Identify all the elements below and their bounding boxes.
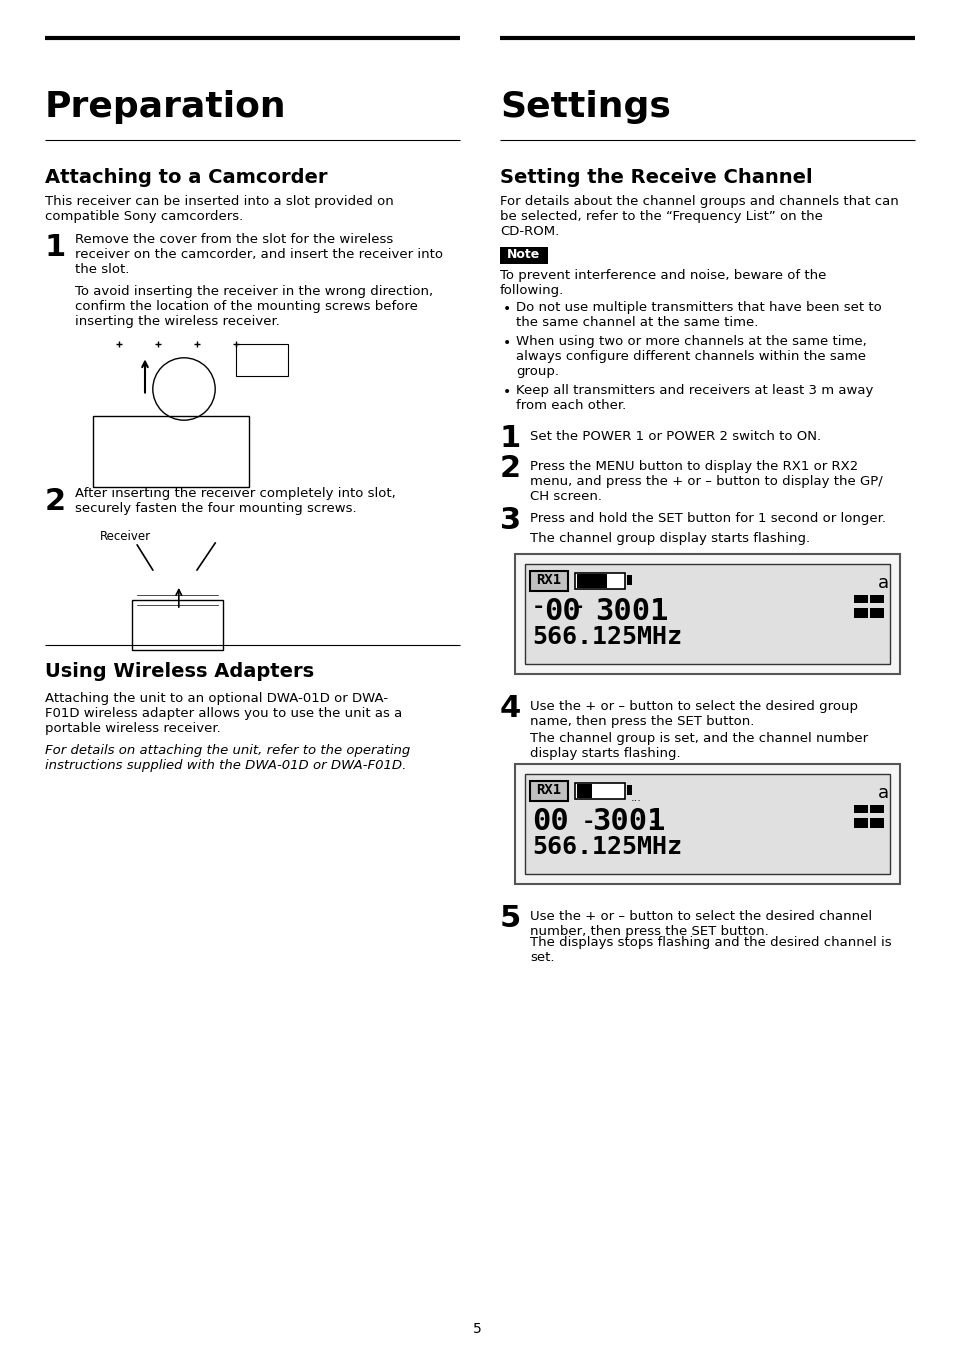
Text: Attaching to a Camcorder: Attaching to a Camcorder bbox=[45, 167, 327, 188]
Text: Press and hold the SET button for 1 second or longer.: Press and hold the SET button for 1 seco… bbox=[530, 512, 885, 525]
Text: 00: 00 bbox=[543, 597, 580, 626]
Text: Note: Note bbox=[507, 248, 540, 261]
FancyBboxPatch shape bbox=[869, 595, 883, 603]
Text: 2: 2 bbox=[45, 487, 66, 516]
FancyBboxPatch shape bbox=[869, 818, 883, 828]
Text: Use the + or – button to select the desired channel
number, then press the SET b: Use the + or – button to select the desi… bbox=[530, 910, 871, 938]
Text: To prevent interference and noise, beware of the
following.: To prevent interference and noise, bewar… bbox=[499, 269, 825, 297]
FancyBboxPatch shape bbox=[530, 571, 567, 591]
FancyBboxPatch shape bbox=[515, 764, 899, 884]
Text: Receiver: Receiver bbox=[100, 531, 151, 543]
Text: -: - bbox=[647, 811, 660, 832]
FancyBboxPatch shape bbox=[92, 416, 249, 487]
Text: For details on attaching the unit, refer to the operating
instructions supplied : For details on attaching the unit, refer… bbox=[45, 744, 410, 772]
Text: This receiver can be inserted into a slot provided on
compatible Sony camcorders: This receiver can be inserted into a slo… bbox=[45, 194, 394, 223]
Text: Setting the Receive Channel: Setting the Receive Channel bbox=[499, 167, 812, 188]
FancyBboxPatch shape bbox=[515, 554, 899, 674]
FancyBboxPatch shape bbox=[575, 783, 624, 799]
Text: Keep all transmitters and receivers at least 3 m away
from each other.: Keep all transmitters and receivers at l… bbox=[516, 383, 872, 412]
Text: 1: 1 bbox=[499, 424, 520, 454]
FancyBboxPatch shape bbox=[499, 247, 547, 265]
Text: Attaching the unit to an optional DWA-01D or DWA-
F01D wireless adapter allows y: Attaching the unit to an optional DWA-01… bbox=[45, 693, 402, 734]
Text: Settings: Settings bbox=[499, 90, 670, 124]
FancyBboxPatch shape bbox=[524, 774, 889, 873]
Text: Preparation: Preparation bbox=[45, 90, 286, 124]
Text: 4: 4 bbox=[499, 694, 520, 724]
Text: •: • bbox=[502, 385, 511, 400]
Text: Press the MENU button to display the RX1 or RX2
menu, and press the + or – butto: Press the MENU button to display the RX1… bbox=[530, 460, 882, 504]
Text: •: • bbox=[502, 336, 511, 350]
FancyBboxPatch shape bbox=[869, 805, 883, 813]
FancyBboxPatch shape bbox=[132, 599, 223, 649]
Text: 2: 2 bbox=[499, 454, 520, 483]
Text: -: - bbox=[581, 811, 595, 832]
Text: 3001: 3001 bbox=[595, 597, 668, 626]
Text: 00: 00 bbox=[532, 807, 568, 836]
FancyBboxPatch shape bbox=[869, 608, 883, 618]
Text: The channel group is set, and the channel number
display starts flashing.: The channel group is set, and the channe… bbox=[530, 732, 867, 760]
FancyBboxPatch shape bbox=[853, 805, 867, 813]
Text: When using two or more channels at the same time,
always configure different cha: When using two or more channels at the s… bbox=[516, 335, 866, 378]
Text: The displays stops flashing and the desired channel is
set.: The displays stops flashing and the desi… bbox=[530, 936, 891, 964]
FancyBboxPatch shape bbox=[626, 575, 631, 585]
Text: Use the + or – button to select the desired group
name, then press the SET butto: Use the + or – button to select the desi… bbox=[530, 701, 857, 728]
Text: For details about the channel groups and channels that can
be selected, refer to: For details about the channel groups and… bbox=[499, 194, 898, 238]
Text: 5: 5 bbox=[499, 904, 520, 933]
Text: 5: 5 bbox=[472, 1322, 481, 1336]
FancyBboxPatch shape bbox=[853, 608, 867, 618]
FancyBboxPatch shape bbox=[577, 574, 606, 589]
FancyBboxPatch shape bbox=[530, 782, 567, 801]
Text: Set the POWER 1 or POWER 2 switch to ON.: Set the POWER 1 or POWER 2 switch to ON. bbox=[530, 431, 821, 443]
Text: ...: ... bbox=[630, 792, 641, 803]
Text: RX1: RX1 bbox=[536, 783, 561, 796]
Text: Do not use multiple transmitters that have been set to
the same channel at the s: Do not use multiple transmitters that ha… bbox=[516, 301, 881, 329]
Text: 566.125MHz: 566.125MHz bbox=[532, 625, 681, 649]
Text: 3: 3 bbox=[499, 506, 520, 535]
Text: a: a bbox=[877, 574, 888, 593]
FancyBboxPatch shape bbox=[577, 784, 592, 798]
FancyBboxPatch shape bbox=[575, 572, 624, 589]
Text: 1: 1 bbox=[45, 234, 66, 262]
Text: -: - bbox=[532, 597, 545, 617]
Text: Remove the cover from the slot for the wireless
receiver on the camcorder, and i: Remove the cover from the slot for the w… bbox=[75, 234, 442, 275]
Text: -: - bbox=[572, 597, 585, 617]
Text: RX1: RX1 bbox=[536, 572, 561, 587]
FancyBboxPatch shape bbox=[626, 784, 631, 795]
Text: 3001: 3001 bbox=[592, 807, 665, 836]
Text: Using Wireless Adapters: Using Wireless Adapters bbox=[45, 662, 314, 680]
Text: a: a bbox=[877, 784, 888, 802]
FancyBboxPatch shape bbox=[853, 818, 867, 828]
Text: After inserting the receiver completely into slot,
securely fasten the four moun: After inserting the receiver completely … bbox=[75, 487, 395, 514]
FancyBboxPatch shape bbox=[853, 595, 867, 603]
Text: •: • bbox=[502, 302, 511, 316]
FancyBboxPatch shape bbox=[524, 564, 889, 664]
Text: 566.125MHz: 566.125MHz bbox=[532, 836, 681, 859]
Text: The channel group display starts flashing.: The channel group display starts flashin… bbox=[530, 532, 809, 545]
Text: To avoid inserting the receiver in the wrong direction,
confirm the location of : To avoid inserting the receiver in the w… bbox=[75, 285, 433, 328]
FancyBboxPatch shape bbox=[235, 343, 288, 377]
